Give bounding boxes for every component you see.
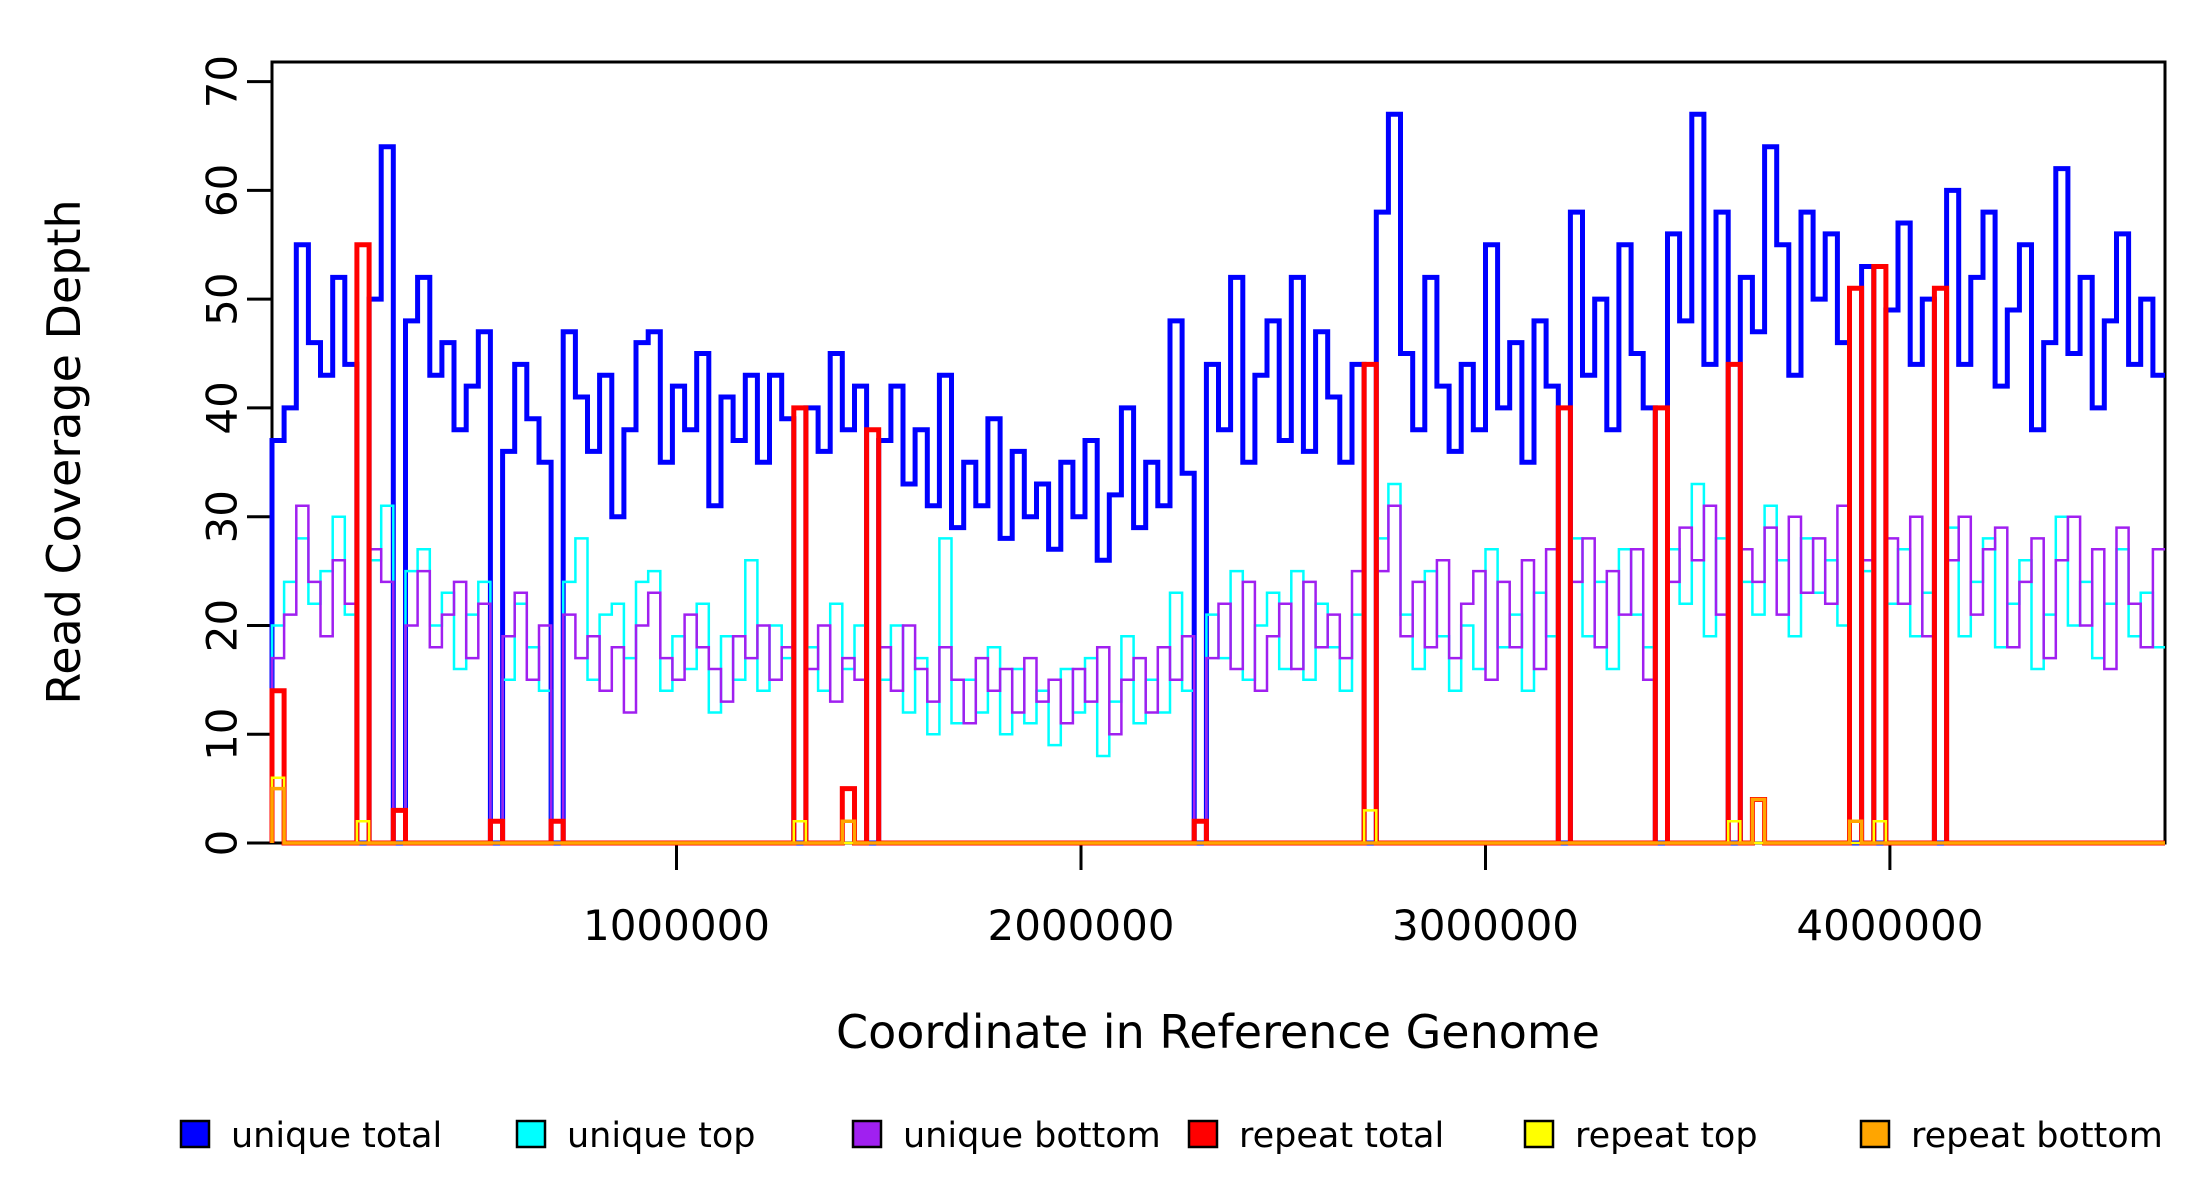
legend-label-repeat-top: repeat top <box>1575 1116 1758 1156</box>
legend-swatch-repeat-total <box>1187 1119 1219 1149</box>
x-axis-tick-label: 4000000 <box>1796 901 1983 950</box>
y-axis-tick-label: 50 <box>198 272 247 325</box>
series-line-unique-top <box>270 482 2165 845</box>
y-axis-title: Read Coverage Depth <box>37 199 91 704</box>
plot-frame <box>270 60 2167 845</box>
legend-swatch-unique-bottom <box>851 1119 883 1149</box>
legend-swatch-unique-total <box>179 1119 211 1149</box>
legend-label-repeat-total: repeat total <box>1239 1116 1444 1156</box>
series-line-repeat-top <box>270 776 2165 845</box>
x-axis-tick-label: 1000000 <box>583 901 770 950</box>
legend-swatch-repeat-bottom <box>1859 1119 1891 1149</box>
y-axis-tick-label: 40 <box>198 381 247 434</box>
legend-swatch-repeat-top <box>1523 1119 1555 1149</box>
legend-swatch-unique-top <box>515 1119 547 1149</box>
legend-label-repeat-bottom: repeat bottom <box>1911 1116 2163 1156</box>
x-axis-tick-label: 2000000 <box>987 901 1174 950</box>
legend-label-unique-top: unique top <box>567 1116 756 1156</box>
y-axis-tick-label: 20 <box>198 599 247 652</box>
series-line-unique-total <box>269 111 2165 846</box>
x-axis-title: Coordinate in Reference Genome <box>836 1005 1600 1059</box>
series-line-unique-bottom <box>270 504 2165 845</box>
y-axis-tick-label: 70 <box>198 55 247 108</box>
y-axis-tick-label: 0 <box>198 830 247 857</box>
series-line-repeat-total <box>269 242 2165 846</box>
y-axis-tick-label: 10 <box>198 707 247 760</box>
legend-label-unique-total: unique total <box>231 1116 442 1156</box>
y-axis-tick-label: 30 <box>198 490 247 543</box>
legend-label-unique-bottom: unique bottom <box>903 1116 1161 1156</box>
y-axis-tick-label: 60 <box>198 164 247 217</box>
series-line-repeat-bottom <box>270 786 2165 845</box>
x-axis-tick-label: 3000000 <box>1392 901 1579 950</box>
